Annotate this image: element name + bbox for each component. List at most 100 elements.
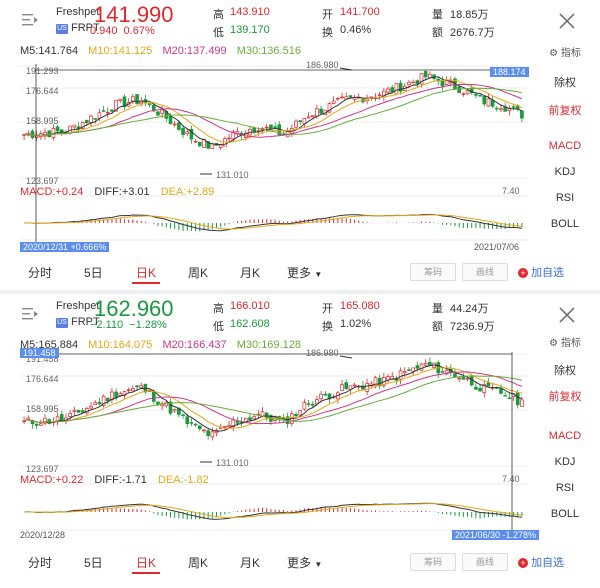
candle-body bbox=[89, 115, 93, 123]
tab-5day[interactable]: 5日 bbox=[84, 556, 103, 570]
candle-body bbox=[218, 144, 223, 148]
tab-daily-k[interactable]: 日K bbox=[136, 266, 157, 280]
candle-body bbox=[515, 392, 520, 406]
draw-line-button[interactable]: 画线 bbox=[462, 263, 508, 281]
candle-body bbox=[223, 425, 227, 428]
candle-body bbox=[423, 71, 428, 78]
tab-intraday[interactable]: 分时 bbox=[28, 266, 53, 280]
candle-body bbox=[55, 126, 60, 132]
dea-line bbox=[24, 503, 522, 519]
menu-kdj[interactable]: KDJ bbox=[554, 166, 576, 178]
amount-label: 额 bbox=[432, 321, 443, 333]
candle-body bbox=[411, 367, 415, 372]
candle-body bbox=[310, 115, 315, 117]
menu-boll[interactable]: BOLL bbox=[550, 508, 580, 520]
indicator-gear-icon: ⚙ bbox=[549, 48, 559, 59]
candle-body bbox=[139, 384, 144, 389]
tab-more[interactable]: 更多 ▼ bbox=[287, 264, 322, 281]
candle-body bbox=[474, 386, 478, 390]
candle-body bbox=[181, 414, 185, 417]
menu-kdj[interactable]: KDJ bbox=[554, 456, 576, 468]
ticker-symbol: FRPT bbox=[71, 316, 100, 328]
candle-body bbox=[428, 361, 432, 366]
menu-ex-rights[interactable]: 除权 bbox=[554, 77, 576, 89]
candle-body bbox=[415, 80, 420, 85]
date-left: 2020/12/28 bbox=[20, 530, 66, 540]
list-menu-icon[interactable] bbox=[22, 307, 38, 321]
tab-more[interactable]: 更多 ▼ bbox=[287, 554, 322, 571]
menu-macd[interactable]: MACD bbox=[548, 140, 582, 152]
amount-label: 额 bbox=[432, 27, 443, 39]
indicator-button[interactable]: ⚙ 指标 bbox=[530, 334, 600, 349]
volume-label: 量 bbox=[432, 303, 443, 315]
macd-legend: MACD:+0.22 DIFF:-1.71 DEA:-1.82 bbox=[20, 474, 217, 486]
candle-body bbox=[227, 424, 231, 427]
candle-body bbox=[135, 385, 139, 388]
candle-body bbox=[193, 423, 198, 426]
ma20-value: M20:166.437 bbox=[162, 339, 227, 351]
chevron-down-icon: ▼ bbox=[314, 270, 323, 279]
ma5-value: M5:141.764 bbox=[20, 45, 79, 57]
candle-body bbox=[377, 377, 382, 387]
chips-button[interactable]: 筹码 bbox=[410, 263, 456, 281]
add-watchlist-button[interactable]: + 加自选 bbox=[518, 264, 564, 280]
candle-body bbox=[76, 409, 81, 413]
close-icon[interactable] bbox=[556, 304, 578, 326]
candle-body bbox=[315, 399, 319, 405]
menu-macd[interactable]: MACD bbox=[548, 430, 582, 442]
candle-body bbox=[507, 397, 512, 399]
menu-rsi[interactable]: RSI bbox=[555, 192, 575, 204]
dea-value: DEA:+2.89 bbox=[160, 186, 215, 198]
candle-body bbox=[520, 110, 524, 119]
tab-monthly-k[interactable]: 月K bbox=[240, 556, 261, 570]
indicator-button[interactable]: ⚙ 指标 bbox=[530, 44, 600, 59]
kline-chart[interactable] bbox=[0, 294, 530, 556]
candle-body bbox=[97, 402, 102, 405]
chips-button[interactable]: 筹码 bbox=[410, 553, 456, 571]
candle-body bbox=[457, 377, 461, 380]
add-circle-icon: + bbox=[518, 558, 528, 568]
close-icon[interactable] bbox=[556, 10, 578, 32]
candle-body bbox=[101, 395, 106, 406]
change-percent: 0.67% bbox=[123, 25, 155, 37]
tab-weekly-k[interactable]: 周K bbox=[188, 556, 209, 570]
candle-body bbox=[231, 131, 236, 140]
tab-monthly-k[interactable]: 月K bbox=[240, 266, 261, 280]
menu-boll[interactable]: BOLL bbox=[550, 218, 580, 230]
candle-body bbox=[386, 88, 390, 93]
candle-body bbox=[319, 108, 323, 114]
tab-5day[interactable]: 5日 bbox=[84, 266, 103, 280]
price-axis-top: 191.458 bbox=[26, 354, 59, 364]
candle-body bbox=[369, 96, 374, 99]
menu-forward-adjust[interactable]: 前复权 bbox=[548, 391, 582, 403]
menu-ex-rights[interactable]: 除权 bbox=[554, 365, 576, 377]
add-watchlist-button[interactable]: + 加自选 bbox=[518, 554, 564, 570]
candle-body bbox=[444, 80, 449, 85]
candle-body bbox=[72, 409, 77, 412]
candle-body bbox=[520, 399, 524, 407]
price-axis-3: 158.995 bbox=[26, 404, 59, 414]
list-menu-icon[interactable] bbox=[22, 13, 38, 27]
ma30-line bbox=[24, 87, 523, 136]
menu-rsi[interactable]: RSI bbox=[555, 482, 575, 494]
candle-body bbox=[105, 111, 110, 114]
low-label: 低 bbox=[213, 321, 224, 333]
candle-body bbox=[310, 403, 315, 406]
tab-daily-k[interactable]: 日K bbox=[136, 556, 157, 570]
candle-body bbox=[440, 371, 445, 373]
candle-body bbox=[457, 86, 461, 94]
kline-chart[interactable] bbox=[0, 0, 530, 262]
menu-forward-adjust[interactable]: 前复权 bbox=[548, 105, 582, 117]
tab-weekly-k[interactable]: 周K bbox=[188, 266, 209, 280]
ma10-line bbox=[23, 367, 523, 429]
tab-intraday[interactable]: 分时 bbox=[28, 556, 53, 570]
candle-body bbox=[147, 103, 152, 105]
candle-body bbox=[340, 384, 344, 391]
price-axis-bottom: 123.697 bbox=[26, 176, 59, 186]
candle-body bbox=[93, 402, 98, 406]
candle-body bbox=[68, 413, 72, 417]
chevron-down-icon: ▼ bbox=[314, 560, 323, 569]
volume-value: 44.24万 bbox=[450, 303, 489, 315]
draw-line-button[interactable]: 画线 bbox=[462, 553, 508, 571]
low-value: 139.170 bbox=[230, 24, 270, 36]
